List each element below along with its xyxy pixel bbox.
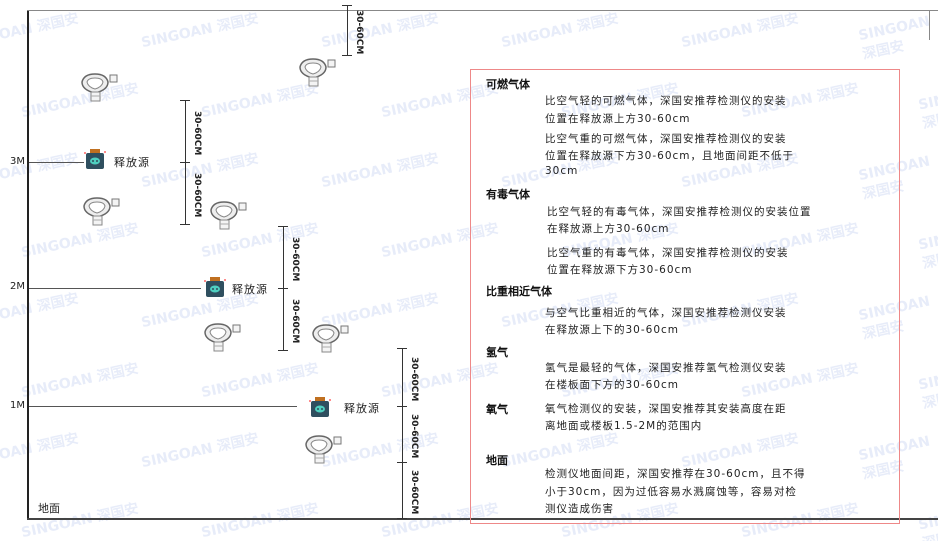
note-line: 在楼板面下方的30-60cm [545,379,680,391]
dimension-tick [180,100,190,101]
note-line: 氧气检测仪的安装，深国安推荐其安装高度在距 [545,403,787,415]
note-line: 检测仪地面间距，深国安推荐在30-60cm，且不得 [545,468,806,480]
gas-detector-icon [78,72,120,106]
notes-panel [470,69,900,524]
note-line: 比空气重的有毒气体，深国安推荐检测仪的安装 [547,247,789,259]
note-line: 在释放源上方30-60cm [547,223,670,235]
dimension-line [185,162,186,224]
note-line: 比空气重的可燃气体，深国安推荐检测仪的安装 [545,133,787,145]
wall-line [27,10,29,519]
note-line: 比空气轻的有毒气体，深国安推荐检测仪的安装位置 [547,206,812,218]
source-label: 释放源 [232,283,268,296]
dimension-line [185,100,186,162]
watermark-logo: SINGOAN 深国安 [19,360,141,402]
dimension-tick [278,226,288,227]
note-line: 测仪造成伤害 [545,503,614,515]
watermark-logo: SINGOAN 深国安 [139,430,261,472]
dimension-tick [180,162,190,163]
dimension-tick [342,55,352,56]
watermark-logo: SINGOAN 深国安 [139,10,261,52]
level-line-3m [29,162,84,163]
level-1m: 1M [10,400,25,411]
note-line: 小于30cm，因为过低容易水溅腐蚀等，容易对检 [545,486,797,498]
gas-detector-icon [296,57,338,91]
dimension-line [402,462,403,518]
dimension-tick [397,348,407,349]
floor-line [27,518,938,520]
level-2m: 2M [10,281,25,292]
release-source-icon [83,148,107,174]
dimension-tick [180,224,190,225]
watermark-logo: SINGOAN 深国安 [679,10,801,52]
watermark-logo: SINGOAN 深国安 [917,362,938,413]
dimension-tick [397,518,407,519]
heading-toxic: 有毒气体 [486,188,530,201]
dimension-line [283,226,284,288]
watermark-logo: SINGOAN 深国安 [0,290,81,332]
watermark-logo: SINGOAN 深国安 [0,150,81,192]
dimension-tick [397,406,407,407]
gas-detector-icon [302,434,344,468]
gas-detector-icon [309,323,351,357]
heading-ground: 地面 [486,454,508,467]
source-label: 释放源 [344,402,380,415]
heading-hydrogen: 氢气 [486,346,508,359]
heading-similar: 比重相近气体 [486,285,552,298]
note-line: 与空气比重相近的气体，深国安推荐检测仪安装 [545,307,787,319]
dimension-label: 30-60CM [192,111,202,156]
level-line-1m [29,406,297,407]
dimension-label: 30-60CM [192,173,202,218]
note-line: 位置在释放源下方30-60cm，且地面间距不低于 [545,150,795,162]
dimension-tick [342,5,352,6]
watermark-logo: SINGOAN 深国安 [917,222,938,273]
dimension-tick [278,350,288,351]
level-line-2m [29,288,201,289]
watermark-logo: SINGOAN 深国安 [319,150,441,192]
dimension-label: 30-60CM [290,299,300,344]
gas-detector-icon [207,200,249,234]
watermark-logo: SINGOAN 深国安 [917,82,938,133]
dimension-label: 30-60CM [409,470,419,515]
watermark-logo: SINGOAN 深国安 [917,502,938,541]
heading-oxygen: 氧气 [486,403,508,416]
note-line: 位置在释放源上方30-60cm [545,113,691,125]
note-line: 位置在释放源下方30-60cm [547,264,693,276]
gas-detector-icon [201,322,243,356]
dimension-line [402,406,403,462]
dimension-line [402,348,403,406]
watermark-logo: SINGOAN 深国安 [0,430,81,472]
dimension-label: 30-60CM [354,10,364,55]
ceiling-line [27,10,938,11]
watermark-logo: SINGOAN 深国安 [499,10,621,52]
release-source-icon [308,396,332,422]
note-line: 比空气轻的可燃气体，深国安推荐检测仪的安装 [545,95,787,107]
dimension-label: 30-60CM [409,357,419,402]
dimension-line [347,5,348,55]
dimension-tick [397,462,407,463]
watermark-logo: SINGOAN 深国安 [857,13,932,63]
frame-right [929,10,930,40]
source-label: 释放源 [114,156,150,169]
level-3m: 3M [10,156,25,167]
heading-flammable: 可燃气体 [486,78,530,91]
dimension-tick [278,288,288,289]
dimension-label: 30-60CM [409,414,419,459]
gas-detector-icon [80,196,122,230]
release-source-icon [203,276,227,302]
dimension-label: 30-60CM [290,237,300,282]
watermark-logo: SINGOAN 深国安 [319,10,441,52]
watermark-logo: SINGOAN 深国安 [199,360,321,402]
note-line: 离地面或楼板1.5-2M的范围内 [545,420,703,432]
ground-label: 地面 [38,502,60,515]
note-line: 氢气是最轻的气体，深国安推荐氢气检测仪安装 [545,362,787,374]
note-line: 在释放源上下的30-60cm [545,324,680,336]
watermark-logo: SINGOAN 深国安 [0,10,81,52]
note-line: 30cm [545,165,579,177]
dimension-line [283,288,284,350]
